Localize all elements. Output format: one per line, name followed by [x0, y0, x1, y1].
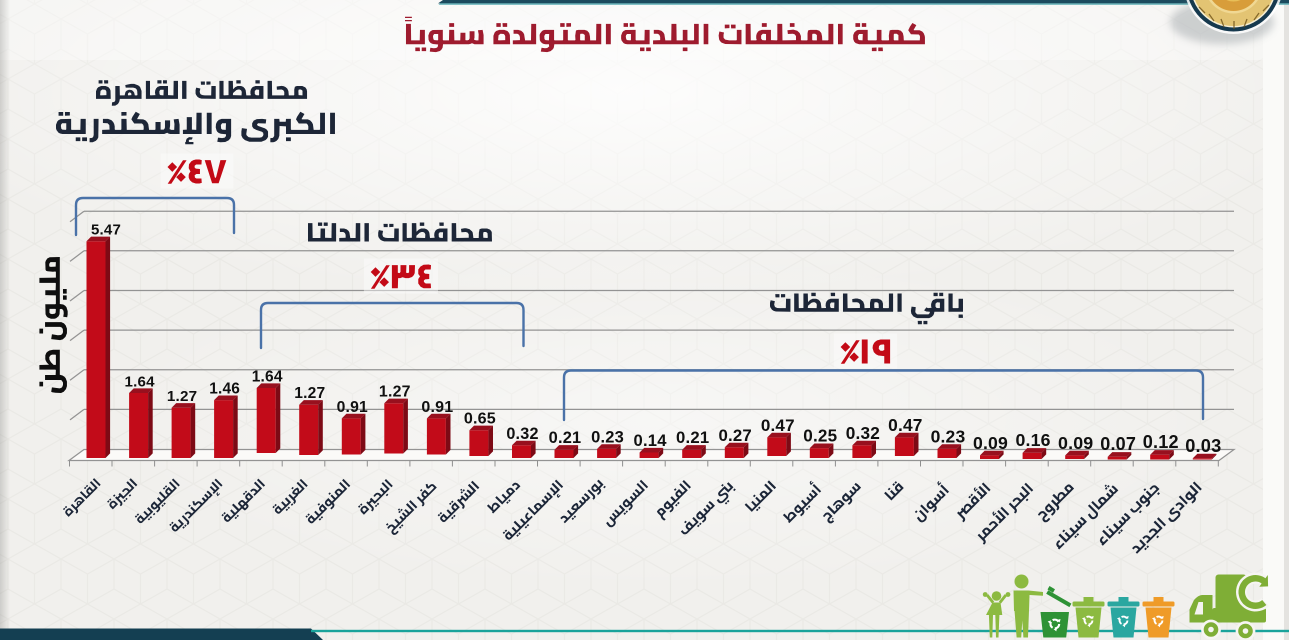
svg-text:5.47: 5.47 [91, 222, 121, 239]
svg-text:0.07: 0.07 [1100, 434, 1136, 454]
svg-text:0.47: 0.47 [761, 416, 795, 435]
svg-text:0.23: 0.23 [591, 428, 624, 446]
svg-text:0.09: 0.09 [1058, 433, 1093, 453]
svg-text:0.09: 0.09 [973, 433, 1008, 453]
svg-text:0.32: 0.32 [846, 423, 880, 443]
svg-text:1.27: 1.27 [379, 384, 411, 401]
svg-text:0.47: 0.47 [888, 415, 922, 435]
svg-text:0.32: 0.32 [506, 425, 538, 443]
svg-text:1.27: 1.27 [167, 388, 197, 405]
svg-text:0.65: 0.65 [464, 410, 496, 428]
svg-text:0.91: 0.91 [421, 399, 453, 416]
svg-text:1.64: 1.64 [125, 374, 156, 391]
svg-text:1.46: 1.46 [209, 381, 240, 398]
svg-text:0.16: 0.16 [1015, 430, 1050, 450]
svg-text:0.25: 0.25 [803, 427, 837, 446]
svg-text:1.64: 1.64 [252, 369, 283, 386]
svg-text:0.14: 0.14 [634, 431, 668, 450]
svg-text:0.91: 0.91 [337, 399, 368, 416]
svg-text:0.03: 0.03 [1185, 436, 1221, 456]
svg-text:0.12: 0.12 [1143, 432, 1179, 452]
svg-text:0.21: 0.21 [676, 428, 709, 447]
svg-text:0.21: 0.21 [549, 429, 582, 447]
svg-text:0.23: 0.23 [931, 426, 966, 446]
svg-text:0.27: 0.27 [718, 426, 751, 445]
svg-text:1.27: 1.27 [294, 385, 325, 402]
